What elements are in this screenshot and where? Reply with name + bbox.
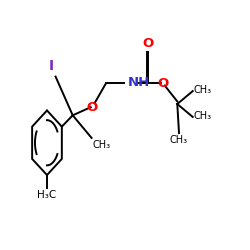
Text: O: O	[87, 101, 98, 114]
Text: CH₃: CH₃	[170, 135, 188, 145]
Text: O: O	[142, 37, 154, 50]
Text: O: O	[157, 76, 168, 90]
Text: CH₃: CH₃	[194, 111, 212, 121]
Text: CH₃: CH₃	[194, 86, 212, 96]
Text: NH: NH	[128, 76, 150, 89]
Text: H₃C: H₃C	[37, 190, 56, 200]
Text: CH₃: CH₃	[92, 140, 110, 149]
Text: I: I	[48, 59, 54, 73]
